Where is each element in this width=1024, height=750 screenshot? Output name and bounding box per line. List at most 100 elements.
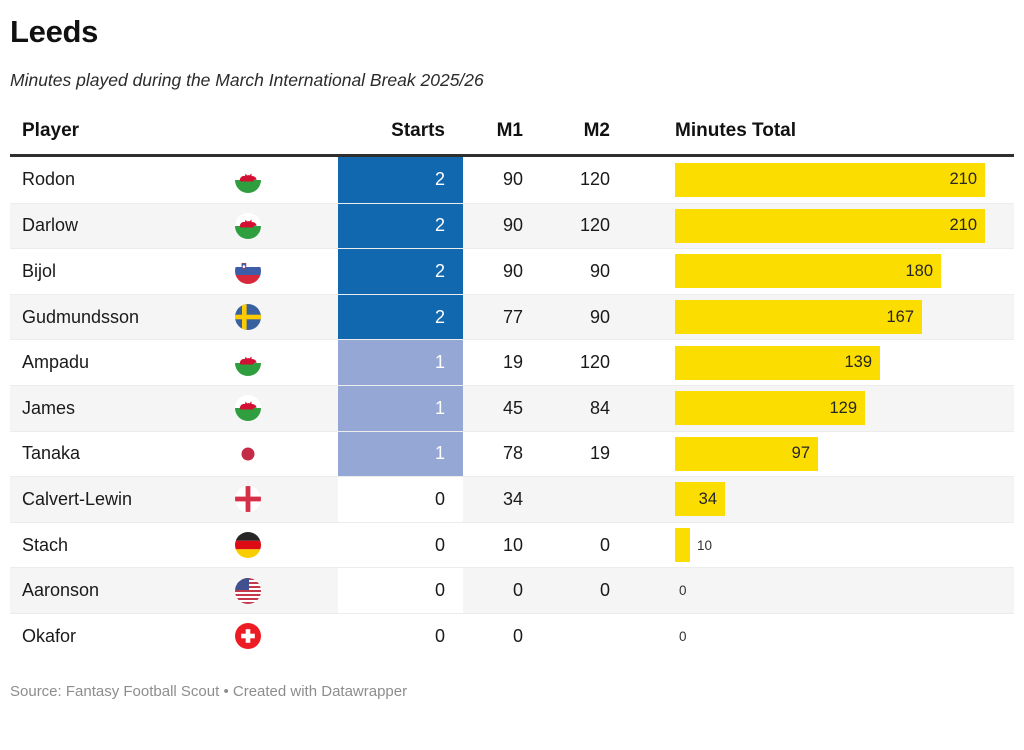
wales-flag-icon	[235, 349, 261, 376]
table-row: Aaronson 0 0 0 0	[10, 567, 1014, 613]
starts-column: 2	[268, 294, 463, 340]
m1-cell: 78	[502, 443, 523, 464]
player-name: Okafor	[22, 625, 77, 646]
starts-column: 2	[268, 157, 463, 203]
col-header-m1: M1	[496, 119, 523, 141]
flag-cell	[228, 340, 268, 385]
bar-value-label: 10	[697, 537, 713, 553]
minutes-total-cell: 129	[620, 386, 1014, 431]
minutes-total-cell: 97	[620, 432, 1014, 477]
table-row: Rodon 2 90 120 210	[10, 157, 1014, 203]
germany-flag-icon	[235, 532, 261, 559]
minutes-table: Player Starts M1 M2 Minutes Total Rodon …	[10, 107, 1014, 659]
starts-cell: 2	[338, 157, 463, 203]
m2-cell: 120	[579, 169, 610, 190]
m1-cell: 0	[512, 580, 523, 601]
table-row: Ampadu 1 19 120 139	[10, 339, 1014, 385]
wales-flag-icon	[235, 395, 261, 422]
m1-cell: 19	[502, 352, 523, 373]
chart-title: Leeds	[10, 14, 99, 49]
m2-cell: 120	[579, 215, 610, 236]
table-row: Stach 0 10 0 10	[10, 521, 1014, 568]
m1-cell: 77	[502, 306, 523, 327]
player-name: Aaronson	[22, 580, 100, 601]
m1-cell: 10	[502, 534, 523, 555]
table-body: Rodon 2 90 120 210 Darlow 2 90 120 210	[10, 157, 1014, 659]
table-row: Bijol 2 90 90 180	[10, 248, 1014, 294]
m1-cell: 34	[502, 488, 523, 509]
player-name: Calvert-Lewin	[22, 488, 133, 509]
starts-column: 0	[268, 613, 463, 659]
flag-cell	[228, 157, 268, 203]
bar-value-label: 97	[791, 444, 810, 463]
table-row: Gudmundsson 2 77 90 167	[10, 293, 1014, 340]
player-name: Gudmundsson	[22, 306, 140, 327]
table-header-row: Player Starts M1 M2 Minutes Total	[10, 107, 1014, 157]
starts-cell: 2	[338, 203, 463, 249]
minutes-total-cell: 34	[620, 477, 1014, 522]
source-attribution: Source: Fantasy Football Scout • Created…	[10, 682, 408, 700]
minutes-total-cell: 180	[620, 249, 1014, 294]
usa-flag-icon	[235, 577, 261, 604]
m2-cell: 90	[589, 306, 610, 327]
starts-column: 2	[268, 249, 463, 294]
minutes-total-cell: 10	[620, 523, 1014, 568]
flag-cell	[228, 614, 268, 659]
flag-cell	[228, 477, 268, 522]
total-bar: 129	[675, 391, 865, 426]
player-name: James	[22, 397, 76, 418]
bar-value-label: 210	[949, 216, 977, 235]
player-name: Rodon	[22, 169, 76, 190]
england-flag-icon	[235, 486, 261, 513]
bar-value-label: 139	[844, 353, 872, 372]
minutes-total-cell: 0	[620, 614, 1014, 659]
col-header-starts: Starts	[391, 119, 445, 141]
m2-cell: 0	[599, 580, 610, 601]
player-name: Ampadu	[22, 352, 90, 373]
total-bar: 34	[675, 482, 725, 517]
m1-cell: 0	[512, 625, 523, 646]
flag-cell	[228, 568, 268, 613]
m2-cell	[540, 477, 620, 522]
starts-cell: 2	[338, 249, 463, 294]
bar-value-label: 210	[949, 170, 977, 189]
starts-column: 0	[268, 477, 463, 522]
starts-column: 0	[268, 522, 463, 568]
japan-flag-icon	[235, 440, 261, 467]
starts-column: 1	[268, 340, 463, 385]
total-bar: 139	[675, 345, 880, 380]
wales-flag-icon	[235, 212, 261, 239]
col-header-player: Player	[22, 119, 80, 141]
total-bar: 180	[675, 254, 941, 289]
flag-cell	[228, 386, 268, 431]
m2-cell	[540, 614, 620, 659]
m2-cell: 120	[579, 352, 610, 373]
starts-cell: 0	[338, 522, 463, 568]
m1-cell: 90	[502, 215, 523, 236]
flag-cell	[228, 432, 268, 477]
bar-value-label: 129	[829, 398, 857, 417]
table-row: Calvert-Lewin 0 34 34	[10, 476, 1014, 522]
m1-cell: 90	[502, 169, 523, 190]
table-row: Darlow 2 90 120 210	[10, 202, 1014, 249]
starts-cell: 0	[338, 613, 463, 659]
col-header-minutes-total: Minutes Total	[675, 119, 797, 141]
total-bar: 167	[675, 300, 922, 335]
table-row: Tanaka 1 78 19 97	[10, 430, 1014, 477]
switzerland-flag-icon	[235, 623, 261, 650]
flag-cell	[228, 204, 268, 249]
starts-cell: 0	[338, 477, 463, 522]
datawrapper-chart: Leeds Minutes played during the March In…	[10, 14, 1014, 700]
col-header-m2: M2	[583, 119, 610, 141]
bar-value-label: 167	[886, 307, 914, 326]
minutes-total-cell: 139	[620, 340, 1014, 385]
player-name: Tanaka	[22, 443, 81, 464]
sweden-flag-icon	[235, 304, 261, 331]
table-row: Okafor 0 0 0	[10, 612, 1014, 659]
starts-cell: 0	[338, 568, 463, 613]
starts-column: 1	[268, 385, 463, 431]
total-bar	[675, 528, 690, 563]
player-name: Darlow	[22, 215, 79, 236]
slovenia-flag-icon	[235, 258, 261, 285]
bar-value-label: 0	[679, 583, 687, 599]
